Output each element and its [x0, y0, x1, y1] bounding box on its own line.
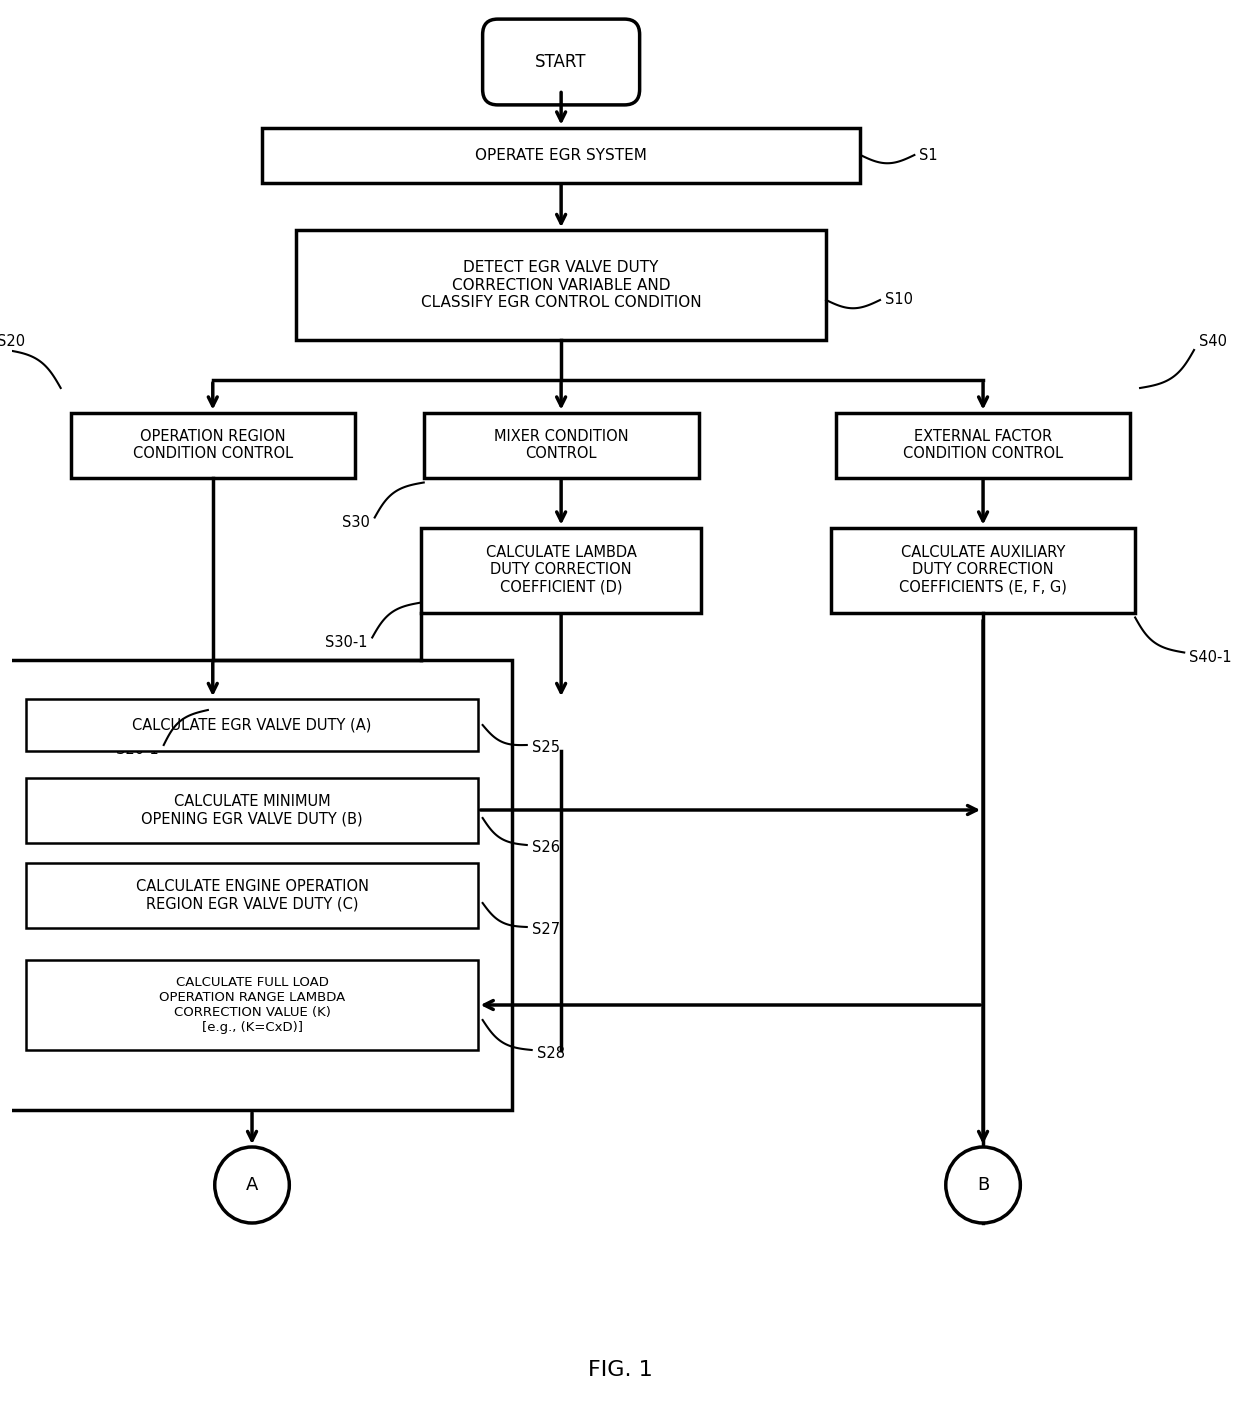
Text: S30: S30 [342, 515, 370, 529]
Text: S40: S40 [1199, 334, 1226, 350]
Text: S26: S26 [532, 841, 559, 856]
Text: OPERATE EGR SYSTEM: OPERATE EGR SYSTEM [475, 147, 647, 163]
Text: S1: S1 [919, 147, 937, 163]
Text: A: A [246, 1176, 258, 1194]
Text: S10: S10 [885, 293, 913, 307]
Bar [836, 412, 1130, 478]
Bar [26, 778, 477, 842]
Text: CALCULATE FULL LOAD
OPERATION RANGE LAMBDA
CORRECTION VALUE (K)
[e.g., (K=CxD)]: CALCULATE FULL LOAD OPERATION RANGE LAMB… [159, 976, 345, 1035]
Bar [71, 412, 355, 478]
Bar [296, 230, 826, 340]
Text: S30-1: S30-1 [325, 635, 367, 651]
Bar [424, 412, 698, 478]
Bar [26, 862, 477, 928]
Text: S20: S20 [0, 334, 25, 350]
Text: OPERATION REGION
CONDITION CONTROL: OPERATION REGION CONDITION CONTROL [133, 428, 293, 461]
Bar [831, 528, 1135, 612]
Text: B: B [977, 1176, 990, 1194]
Text: S25: S25 [532, 739, 559, 755]
Bar [26, 960, 477, 1050]
Text: CALCULATE ENGINE OPERATION
REGION EGR VALVE DUTY (C): CALCULATE ENGINE OPERATION REGION EGR VA… [135, 879, 368, 912]
Text: CALCULATE MINIMUM
OPENING EGR VALVE DUTY (B): CALCULATE MINIMUM OPENING EGR VALVE DUTY… [141, 793, 363, 826]
Text: FIG. 1: FIG. 1 [588, 1360, 652, 1380]
Text: CALCULATE AUXILIARY
DUTY CORRECTION
COEFFICIENTS (E, F, G): CALCULATE AUXILIARY DUTY CORRECTION COEF… [899, 545, 1066, 595]
Text: S40-1: S40-1 [1189, 651, 1231, 665]
Bar [26, 699, 477, 751]
FancyBboxPatch shape [482, 19, 640, 106]
Bar [262, 127, 861, 183]
Text: CALCULATE LAMBDA
DUTY CORRECTION
COEFFICIENT (D): CALCULATE LAMBDA DUTY CORRECTION COEFFIC… [486, 545, 636, 595]
Text: EXTERNAL FACTOR
CONDITION CONTROL: EXTERNAL FACTOR CONDITION CONTROL [903, 428, 1063, 461]
Text: DETECT EGR VALVE DUTY
CORRECTION VARIABLE AND
CLASSIFY EGR CONTROL CONDITION: DETECT EGR VALVE DUTY CORRECTION VARIABL… [420, 260, 702, 310]
Text: MIXER CONDITION
CONTROL: MIXER CONDITION CONTROL [494, 428, 629, 461]
Text: CALCULATE EGR VALVE DUTY (A): CALCULATE EGR VALVE DUTY (A) [133, 718, 372, 732]
Bar [0, 661, 512, 1110]
Bar [422, 528, 701, 612]
Text: S28: S28 [537, 1046, 564, 1060]
Circle shape [946, 1147, 1021, 1223]
Circle shape [215, 1147, 289, 1223]
Text: START: START [536, 53, 587, 71]
Text: S27: S27 [532, 922, 559, 938]
Text: S20-1: S20-1 [117, 742, 159, 758]
